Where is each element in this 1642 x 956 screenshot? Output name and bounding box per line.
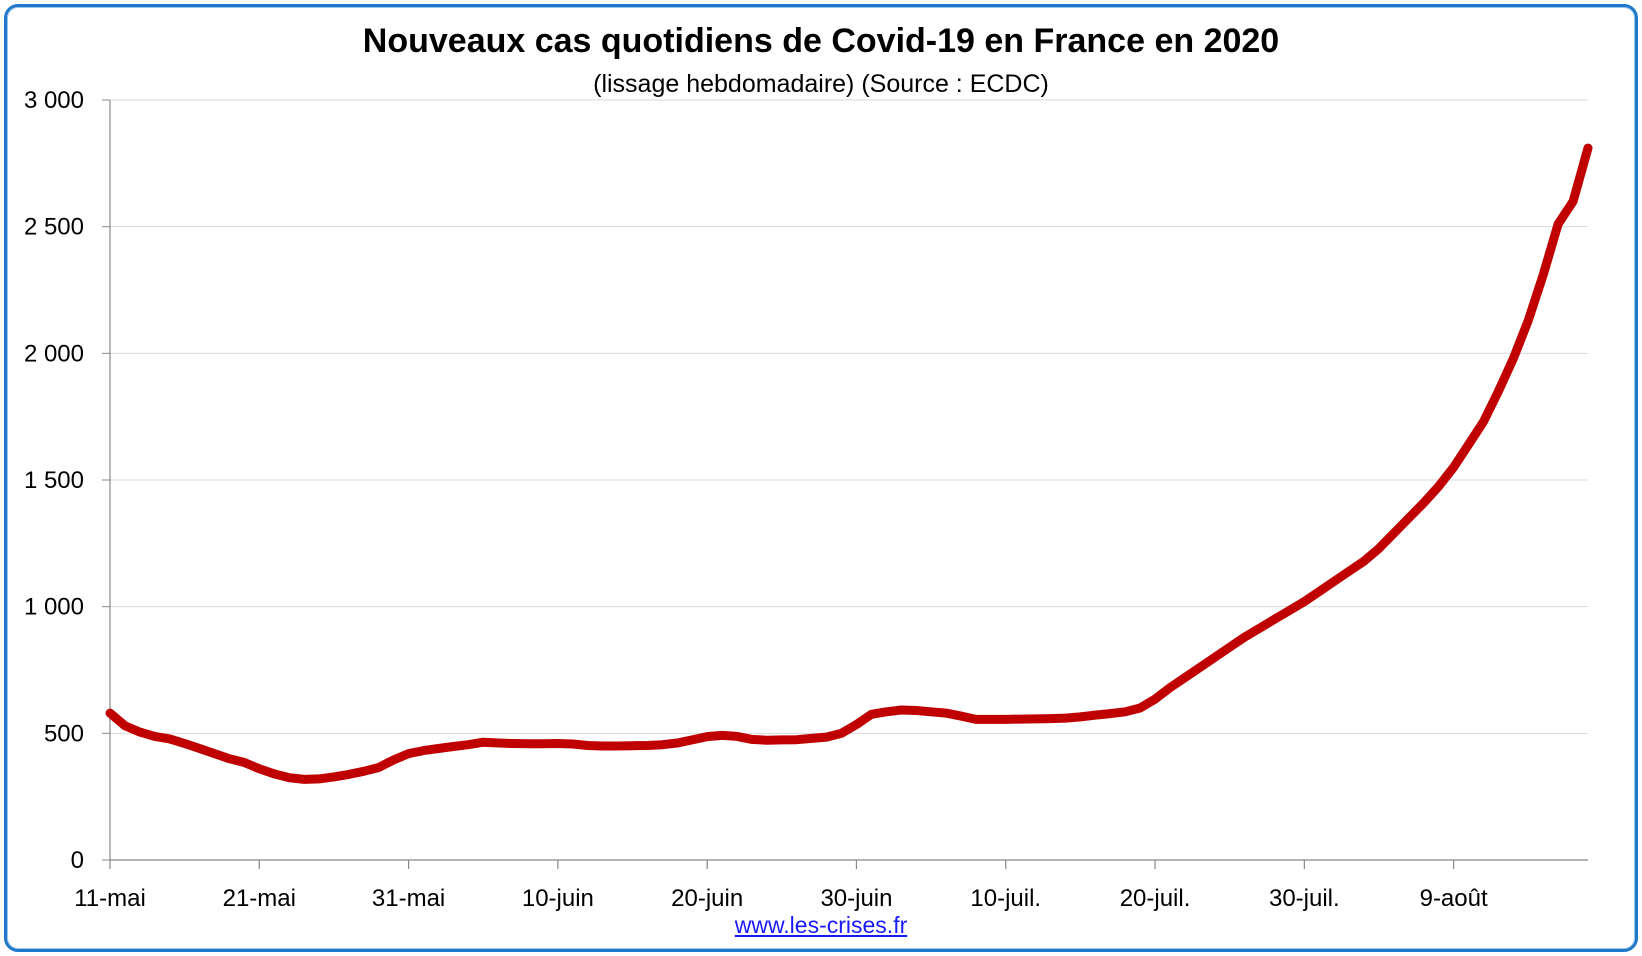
y-axis: 0 500 1 000 1 500 2 000 2 500 3 000 — [24, 87, 111, 874]
source-link-container: www.les-crises.fr — [0, 912, 1642, 939]
chart-title: Nouveaux cas quotidiens de Covid-19 en F… — [362, 22, 1280, 60]
x-tick-label: 11-mai — [74, 885, 146, 912]
x-axis: 11-mai 21-mai 31-mai 10-juin 20-juin 30-juin 1… — [74, 859, 1588, 912]
y-tick-label: 500 — [44, 720, 84, 747]
x-tick-label: 10-juil. — [970, 885, 1041, 912]
x-tick-label: 9-août — [1420, 885, 1488, 912]
x-tick-label: 20-juil. — [1120, 885, 1191, 912]
chart-frame — [4, 4, 1638, 952]
plot-area — [105, 143, 1593, 784]
series-line — [105, 143, 1593, 784]
source-link[interactable]: www.les-crises.fr — [734, 912, 908, 938]
x-tick-label: 30-juil. — [1269, 885, 1340, 912]
x-tick-label: 31-mai — [372, 885, 445, 912]
x-tick-label: 20-juin — [671, 885, 743, 912]
x-tick-label: 21-mai — [223, 885, 296, 912]
y-tick-label: 0 — [71, 847, 84, 874]
x-tick-label: 10-juin — [522, 885, 594, 912]
y-tick-label: 1 500 — [24, 467, 84, 494]
chart-subtitle: (lissage hebdomadaire) (Source : ECDC) — [593, 70, 1049, 98]
y-tick-label: 1 000 — [24, 594, 84, 621]
x-tick-label: 30-juin — [820, 885, 892, 912]
y-tick-label: 3 000 — [24, 87, 84, 114]
y-tick-label: 2 000 — [24, 340, 84, 367]
gridlines — [110, 99, 1588, 734]
y-tick-label: 2 500 — [24, 214, 84, 241]
